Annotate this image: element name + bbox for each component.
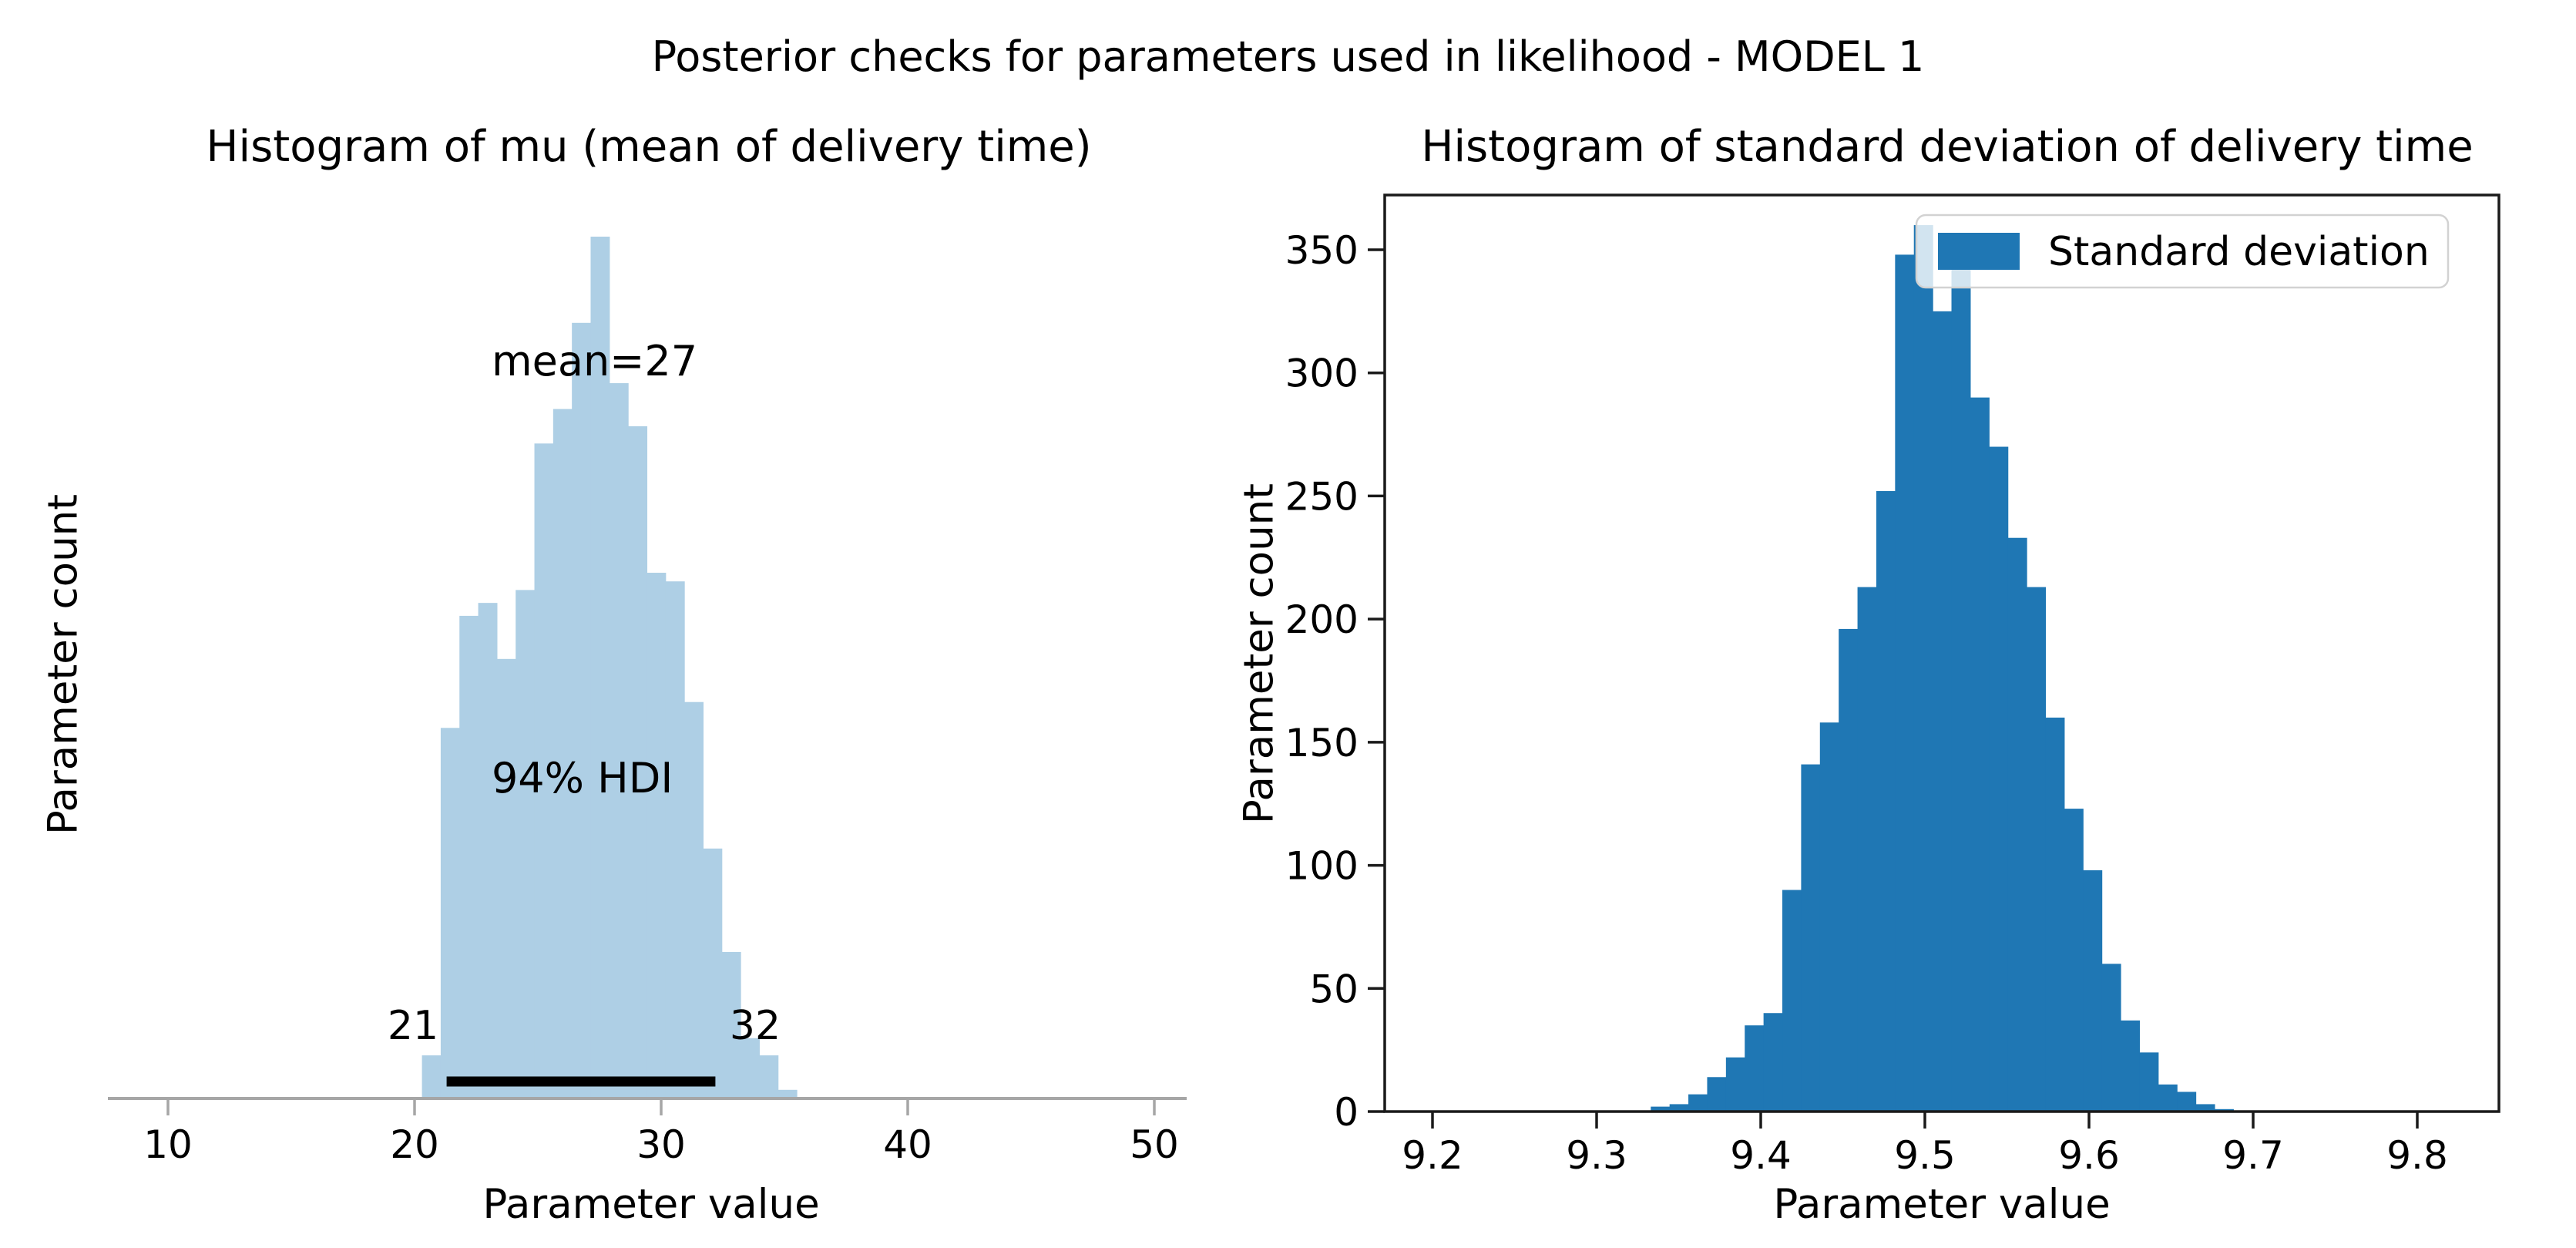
- x-tick-label: 9.7: [2222, 1133, 2284, 1178]
- right-y-axis-label: Parameter count: [1235, 483, 1283, 825]
- legend-label: Standard deviation: [2048, 229, 2430, 275]
- histogram-bar: [1857, 587, 1877, 1112]
- left-chart-title: Histogram of mu (mean of delivery time): [206, 122, 1092, 172]
- histogram-bar: [721, 951, 741, 1098]
- legend-swatch: [1938, 233, 2020, 270]
- histogram-bar: [778, 1089, 798, 1098]
- histogram-bar: [1725, 1057, 1745, 1112]
- histogram-bar: [1876, 491, 1896, 1112]
- histogram-bar: [2195, 1104, 2215, 1112]
- histogram-bar: [647, 573, 667, 1098]
- x-tick-label: 9.2: [1402, 1133, 1463, 1178]
- histogram-bar: [1819, 722, 1839, 1112]
- x-tick-label: 9.3: [1566, 1133, 1627, 1178]
- y-tick-label: 300: [1285, 352, 1359, 396]
- y-tick-label: 200: [1285, 597, 1359, 642]
- hdi-upper-label: 32: [730, 1003, 781, 1049]
- left-x-axis-label: Parameter value: [482, 1181, 820, 1228]
- histogram-bar: [1651, 1106, 1671, 1112]
- figure-suptitle: Posterior checks for parameters used in …: [651, 32, 1925, 81]
- histogram-bar: [590, 237, 610, 1098]
- x-tick-label: 9.6: [2058, 1133, 2120, 1178]
- histogram-bar: [1913, 225, 1933, 1112]
- histogram-bar: [1839, 628, 1859, 1112]
- hdi-lower-label: 21: [388, 1003, 438, 1049]
- right-chart-title: Histogram of standard deviation of deliv…: [1421, 122, 2474, 172]
- histogram-bar: [478, 603, 498, 1098]
- histogram-bar: [2101, 964, 2121, 1112]
- histogram-bar: [572, 322, 592, 1098]
- histogram-bar: [684, 701, 704, 1098]
- histogram-bar: [628, 426, 648, 1098]
- x-tick-label: 20: [390, 1122, 439, 1167]
- y-tick-label: 250: [1285, 474, 1359, 519]
- histogram-bar: [703, 848, 723, 1098]
- histogram-bar: [1669, 1104, 1689, 1112]
- legend-box: [1915, 214, 2450, 289]
- hdi-annotation: 94% HDI: [492, 754, 673, 802]
- y-tick-label: 150: [1285, 721, 1359, 765]
- histogram-bar: [516, 590, 536, 1098]
- x-tick-label: 9.4: [1730, 1133, 1792, 1178]
- histogram-bar: [1989, 446, 2009, 1112]
- histogram-bar: [496, 658, 516, 1098]
- x-tick-label: 50: [1130, 1122, 1179, 1167]
- left-y-axis-label: Parameter count: [39, 493, 87, 836]
- histogram-bar: [440, 728, 460, 1098]
- histogram-bar: [2177, 1092, 2197, 1112]
- histogram-bar: [552, 409, 573, 1098]
- histogram-bar: [1782, 890, 1802, 1112]
- histogram-bar: [1688, 1094, 1708, 1112]
- histogram-bar: [2007, 537, 2027, 1112]
- histogram-bar: [2121, 1020, 2140, 1112]
- histogram-bar: [1970, 397, 1990, 1112]
- histogram-bar: [759, 1055, 779, 1098]
- histogram-bar: [2027, 587, 2047, 1112]
- histogram-bar: [1707, 1077, 1727, 1112]
- x-tick-label: 40: [883, 1122, 932, 1167]
- histogram-bar: [741, 1038, 760, 1098]
- histogram-bar: [1801, 764, 1821, 1112]
- histogram-bar: [2083, 870, 2103, 1112]
- histogram-bar: [1933, 311, 1953, 1112]
- histogram-bar: [534, 443, 554, 1098]
- histogram-bar: [1763, 1013, 1783, 1112]
- histogram-bar: [1951, 261, 1971, 1112]
- histogram-bar: [421, 1055, 442, 1098]
- histogram-bar: [459, 615, 479, 1098]
- histogram-bar: [2139, 1052, 2159, 1112]
- x-tick-label: 10: [143, 1122, 193, 1167]
- y-tick-label: 350: [1285, 228, 1359, 273]
- y-tick-label: 100: [1285, 844, 1359, 889]
- x-tick-label: 9.5: [1894, 1133, 1956, 1178]
- histogram-bar: [2064, 809, 2084, 1112]
- histogram-bar: [1895, 254, 1915, 1112]
- histogram-bar: [665, 581, 685, 1098]
- mean-annotation: mean=27: [492, 337, 697, 385]
- y-tick-label: 50: [1309, 967, 1359, 1011]
- histogram-bar: [2158, 1084, 2178, 1112]
- y-tick-label: 0: [1334, 1090, 1359, 1135]
- histogram-bar: [2045, 717, 2065, 1112]
- right-x-axis-label: Parameter value: [1773, 1181, 2111, 1228]
- plot-border: [1383, 193, 2500, 1113]
- histogram-bar: [1745, 1025, 1765, 1112]
- x-tick-label: 30: [636, 1122, 686, 1167]
- x-tick-label: 9.8: [2386, 1133, 2448, 1178]
- histogram-bar: [609, 383, 629, 1098]
